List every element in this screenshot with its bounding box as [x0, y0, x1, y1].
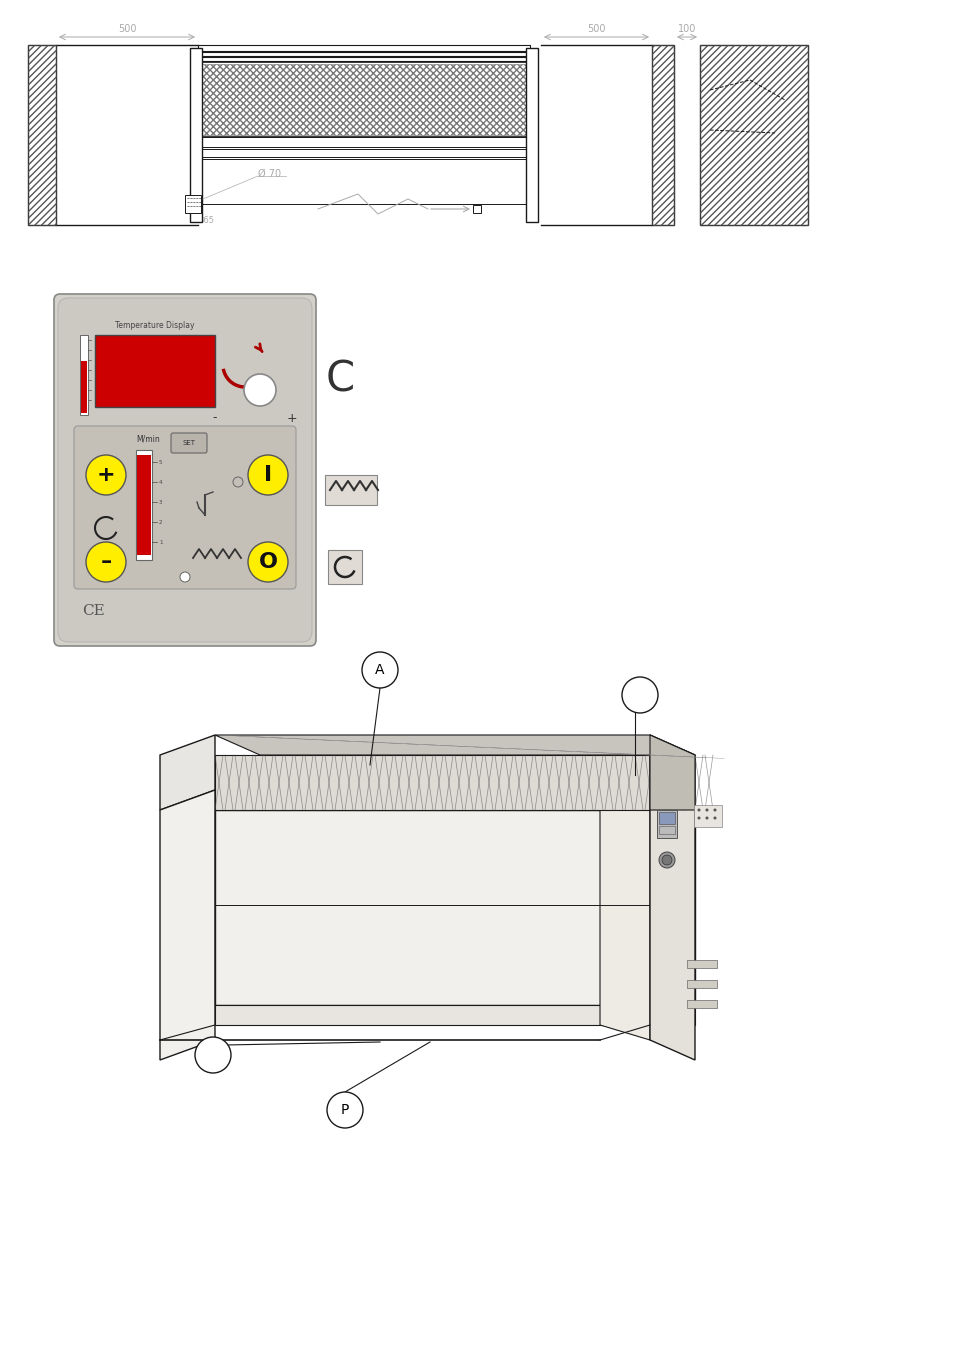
Circle shape: [361, 653, 397, 688]
Bar: [328, 550, 361, 584]
Bar: [198, 149, 530, 157]
Bar: [700, 45, 807, 226]
FancyBboxPatch shape: [58, 299, 312, 642]
Text: 500: 500: [117, 24, 136, 34]
Circle shape: [661, 855, 671, 865]
Polygon shape: [649, 735, 695, 790]
Bar: [651, 45, 673, 226]
Circle shape: [327, 1092, 363, 1128]
Bar: [651, 45, 673, 226]
Text: +: +: [287, 412, 297, 424]
Circle shape: [233, 477, 243, 486]
Text: Temperature Display: Temperature Display: [115, 322, 194, 330]
Polygon shape: [649, 1005, 695, 1025]
Circle shape: [244, 374, 275, 407]
Polygon shape: [649, 811, 695, 1005]
Circle shape: [248, 455, 288, 494]
Bar: [28, 45, 56, 226]
Text: I: I: [264, 465, 272, 485]
Text: –: –: [100, 553, 112, 571]
Circle shape: [697, 816, 700, 820]
Circle shape: [248, 542, 288, 582]
Text: 1: 1: [159, 539, 162, 544]
Bar: [657, 811, 677, 838]
Circle shape: [705, 808, 708, 812]
Text: -: -: [213, 412, 217, 424]
Polygon shape: [214, 811, 649, 1005]
FancyBboxPatch shape: [74, 426, 295, 589]
Circle shape: [180, 571, 190, 582]
Text: 2: 2: [159, 520, 162, 524]
Bar: [659, 825, 675, 834]
Circle shape: [659, 852, 675, 867]
Polygon shape: [214, 735, 695, 755]
Bar: [325, 476, 376, 505]
Bar: [525, 49, 537, 222]
Bar: [136, 450, 152, 561]
Text: O: O: [258, 553, 277, 571]
Circle shape: [86, 455, 126, 494]
Text: SET: SET: [182, 440, 195, 446]
Bar: [185, 195, 201, 213]
Bar: [686, 961, 717, 969]
FancyBboxPatch shape: [54, 295, 315, 646]
Bar: [190, 49, 202, 222]
Bar: [198, 136, 530, 147]
Polygon shape: [649, 770, 695, 1061]
Bar: [700, 45, 807, 226]
Circle shape: [713, 816, 716, 820]
Text: +: +: [96, 465, 115, 485]
Bar: [473, 205, 480, 213]
Bar: [81, 361, 87, 413]
Bar: [198, 51, 530, 55]
Polygon shape: [649, 735, 695, 811]
Circle shape: [86, 542, 126, 582]
Text: P: P: [340, 1102, 349, 1117]
Circle shape: [713, 808, 716, 812]
Bar: [686, 1000, 717, 1008]
Text: 3: 3: [159, 500, 162, 504]
Bar: [95, 335, 214, 407]
Bar: [198, 62, 530, 136]
Circle shape: [705, 816, 708, 820]
FancyBboxPatch shape: [171, 434, 207, 453]
Polygon shape: [599, 755, 649, 1040]
Bar: [198, 159, 530, 204]
Bar: [137, 455, 151, 555]
Text: Ø 70: Ø 70: [257, 169, 281, 178]
Bar: [198, 57, 530, 61]
Text: 500: 500: [587, 24, 605, 34]
Text: 4: 4: [159, 480, 162, 485]
Polygon shape: [160, 790, 214, 1061]
Text: A: A: [375, 663, 384, 677]
Circle shape: [621, 677, 658, 713]
Text: CE: CE: [82, 604, 105, 617]
Bar: [686, 979, 717, 988]
Bar: [200, 63, 527, 135]
Text: M/min: M/min: [136, 435, 160, 444]
Text: 100: 100: [677, 24, 696, 34]
Polygon shape: [214, 755, 649, 811]
Circle shape: [697, 808, 700, 812]
Bar: [28, 45, 56, 226]
Text: 5: 5: [159, 459, 162, 465]
Bar: [693, 805, 721, 827]
Text: 365: 365: [198, 216, 213, 226]
Polygon shape: [160, 735, 214, 811]
Polygon shape: [214, 1005, 649, 1025]
Text: C: C: [325, 359, 355, 401]
Bar: [198, 45, 530, 51]
Bar: [80, 335, 88, 415]
Bar: [659, 812, 675, 824]
Circle shape: [194, 1038, 231, 1073]
